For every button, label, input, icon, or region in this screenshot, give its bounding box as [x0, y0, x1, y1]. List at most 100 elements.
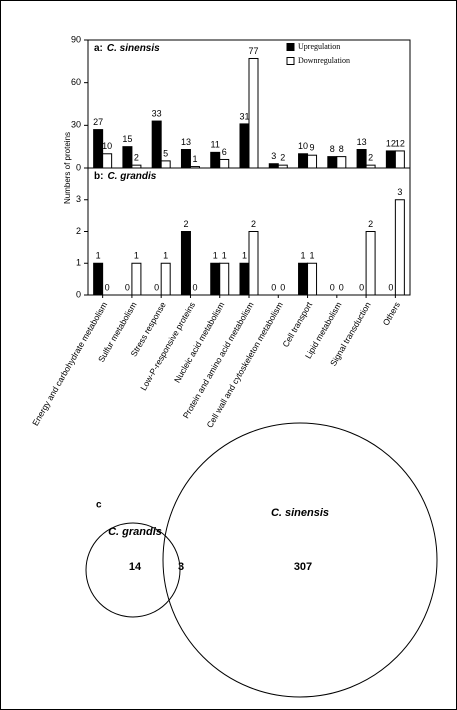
data-label: 1 — [222, 251, 227, 261]
panel-species: C. grandis — [107, 171, 156, 182]
y-tick-label: 30 — [71, 120, 81, 130]
y-tick-label: 0 — [76, 289, 81, 299]
bar — [151, 120, 162, 169]
data-label: 0 — [271, 282, 276, 292]
venn-circle — [162, 422, 438, 698]
x-tick-label: Others — [381, 300, 402, 327]
data-label: 6 — [222, 147, 227, 157]
bar — [180, 149, 191, 169]
legend-label: Downregulation — [298, 56, 350, 65]
set-count: 14 — [129, 561, 142, 573]
data-label: 15 — [122, 134, 132, 144]
set-count: 307 — [294, 561, 312, 573]
legend-swatch — [286, 43, 295, 51]
panel-title: b: C. grandis — [94, 171, 157, 182]
y-tick-label: 3 — [76, 194, 81, 204]
bar — [268, 163, 279, 169]
data-label: 13 — [357, 137, 367, 147]
data-label: 33 — [152, 108, 162, 118]
bar — [160, 160, 171, 169]
data-label: 10 — [298, 141, 308, 151]
bar — [365, 231, 376, 296]
x-tick-label: Cell transport — [280, 300, 314, 349]
data-label: 0 — [359, 282, 364, 292]
data-label: 0 — [154, 282, 159, 292]
data-label: 1 — [242, 251, 247, 261]
bar — [160, 262, 171, 296]
bar — [394, 199, 405, 296]
bar — [298, 262, 309, 296]
bar — [385, 150, 396, 169]
data-label: 5 — [163, 148, 168, 158]
bar — [356, 149, 367, 169]
data-label: 1 — [134, 251, 139, 261]
y-tick-label: 2 — [76, 226, 81, 236]
data-label: 2 — [368, 153, 373, 163]
data-label: 77 — [248, 46, 258, 56]
panel-label: c — [96, 500, 102, 511]
bar — [327, 156, 338, 169]
data-label: 1 — [213, 251, 218, 261]
data-label: 0 — [125, 282, 130, 292]
data-label: 0 — [330, 282, 335, 292]
data-label: 2 — [251, 219, 256, 229]
bar — [219, 158, 230, 169]
data-label: 2 — [368, 219, 373, 229]
bar — [307, 154, 318, 169]
data-label: 3 — [271, 151, 276, 161]
bar — [93, 262, 104, 296]
data-label: 27 — [93, 117, 103, 127]
bar — [180, 231, 191, 296]
legend-swatch — [286, 57, 295, 65]
y-axis-label: Numbers of proteins — [63, 132, 72, 204]
bar — [248, 57, 259, 169]
data-label: 1 — [96, 251, 101, 261]
data-label: 0 — [280, 282, 285, 292]
data-label: 0 — [339, 282, 344, 292]
x-tick-label: Low-P-responsive proteins — [138, 300, 197, 392]
data-label: 1 — [163, 251, 168, 261]
bar — [210, 262, 221, 296]
data-label: 0 — [192, 282, 197, 292]
bar — [239, 262, 250, 296]
data-label: 0 — [105, 282, 110, 292]
data-label: 12 — [386, 138, 396, 148]
data-label: 2 — [134, 153, 139, 163]
x-tick-label: Energy and carbohydrate metabolism — [30, 300, 109, 427]
bar — [298, 153, 309, 169]
data-label: 1 — [301, 251, 306, 261]
panel-label: a: — [94, 43, 103, 54]
bar — [219, 262, 230, 296]
data-label: 2 — [183, 219, 188, 229]
venn-circle — [85, 522, 181, 618]
data-label: 2 — [280, 153, 285, 163]
data-label: 13 — [181, 137, 191, 147]
panel-label: b: — [94, 171, 103, 182]
bar — [131, 262, 142, 296]
data-label: 1 — [310, 251, 315, 261]
data-label: 10 — [102, 141, 112, 151]
set-name: C. grandis — [108, 526, 162, 538]
panel-species: C. sinensis — [107, 43, 160, 54]
data-label: 9 — [310, 143, 315, 153]
bar — [122, 146, 133, 169]
intersection-count: 3 — [178, 561, 184, 573]
data-label: 12 — [395, 138, 405, 148]
y-tick-label: 0 — [76, 162, 81, 172]
panel-title: a: C. sinensis — [94, 43, 160, 54]
bar — [248, 231, 259, 296]
bar — [336, 156, 347, 169]
data-label: 0 — [388, 282, 393, 292]
data-label: 8 — [339, 144, 344, 154]
data-label: 11 — [211, 140, 220, 150]
y-tick-label: 60 — [71, 77, 81, 87]
y-tick-label: 1 — [76, 258, 81, 268]
data-label: 3 — [397, 187, 402, 197]
legend-label: Upregulation — [298, 42, 340, 51]
set-name: C. sinensis — [271, 507, 329, 519]
bar — [210, 151, 221, 169]
data-label: 31 — [239, 111, 249, 121]
bar — [394, 150, 405, 169]
bar — [102, 153, 113, 169]
